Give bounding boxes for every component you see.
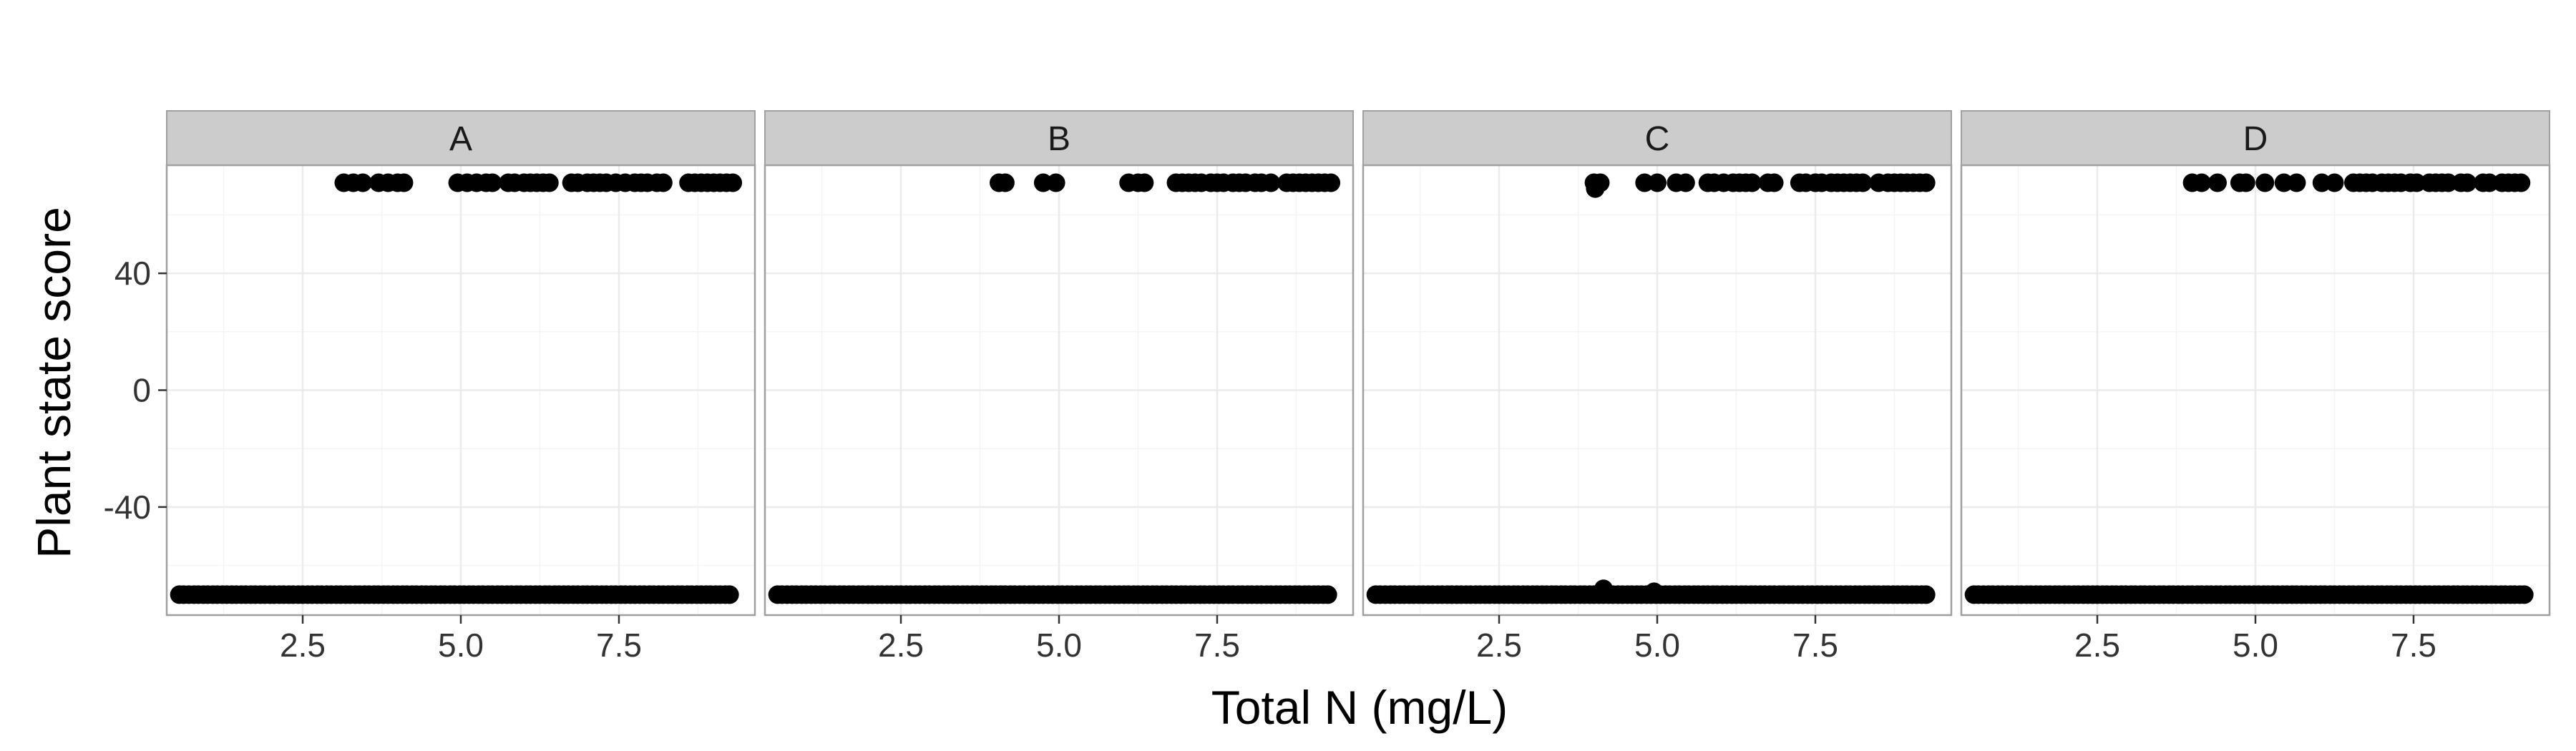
x-tick-label: 7.5 [1792,627,1838,664]
facet-panel-c: C 2.5 5.0 7.5 [1362,110,1953,664]
data-point [723,173,743,192]
x-tick-label: 5.0 [1036,627,1082,664]
data-point [2325,173,2344,192]
facets: A 2.5 5.0 7.5 -40 0 40 B 2.5 5.0 7.5 C 2.5 5.0 7.5 D 2.5… [104,110,2551,664]
data-point [2287,173,2306,192]
data-point [1916,585,1936,604]
y-tick-label: 0 [132,372,151,409]
data-point [353,173,372,192]
data-point [2514,585,2534,604]
data-point [1135,173,1154,192]
data-point [1765,173,1784,192]
facet-strip [166,110,756,166]
data-point [1644,582,1664,602]
data-point [720,585,739,604]
points [768,173,1341,604]
data-point [2192,173,2211,192]
x-tick-label: 5.0 [2233,627,2278,664]
facet-panel-b: B 2.5 5.0 7.5 [763,110,1355,664]
y-tick-label: -40 [104,489,151,526]
x-axis-title: Total N (mg/L) [1211,681,1508,734]
data-point [394,173,414,192]
x-tick-label: 7.5 [2391,627,2436,664]
data-point [2512,173,2531,192]
data-point [653,173,673,192]
data-point [2236,173,2255,192]
data-point [1742,173,1762,192]
x-tick-label: 7.5 [596,627,642,664]
x-tick-label: 5.0 [1634,627,1680,664]
data-point [1648,173,1667,192]
data-point [1322,173,1341,192]
facet-label: C [1645,120,1670,158]
y-axis-title: Plant state score [27,207,80,559]
facet-strip [764,110,1354,166]
x-tick-label: 2.5 [280,627,326,664]
data-point [1676,173,1695,192]
facet-label: D [2243,120,2268,158]
facet-panel-a: A 2.5 5.0 7.5 -40 0 40 [104,110,756,664]
data-point [1262,173,1281,192]
x-tick-label: 2.5 [1476,627,1522,664]
facet-label: B [1048,120,1070,158]
data-point [2255,173,2275,192]
data-point [995,173,1015,192]
data-point [2458,173,2477,192]
facet-label: A [449,120,472,158]
data-point [540,173,559,192]
x-tick-label: 2.5 [878,627,924,664]
data-point [1318,585,1337,604]
data-point [1594,579,1613,599]
data-point [1853,173,1873,192]
facet-strip [1362,110,1952,166]
data-point [1046,173,1065,192]
points [1366,173,1936,604]
points [1964,173,2534,604]
data-point [483,173,502,192]
facet-panel-d: D 2.5 5.0 7.5 [1960,110,2551,664]
x-tick-label: 2.5 [2074,627,2120,664]
y-tick-label: 40 [114,255,151,292]
x-tick-label: 5.0 [438,627,484,664]
x-tick-label: 7.5 [1194,627,1240,664]
facet-strip [1961,110,2550,166]
data-point [1586,179,1605,198]
data-point [2207,173,2227,192]
data-point [1916,173,1936,192]
points [170,173,743,604]
